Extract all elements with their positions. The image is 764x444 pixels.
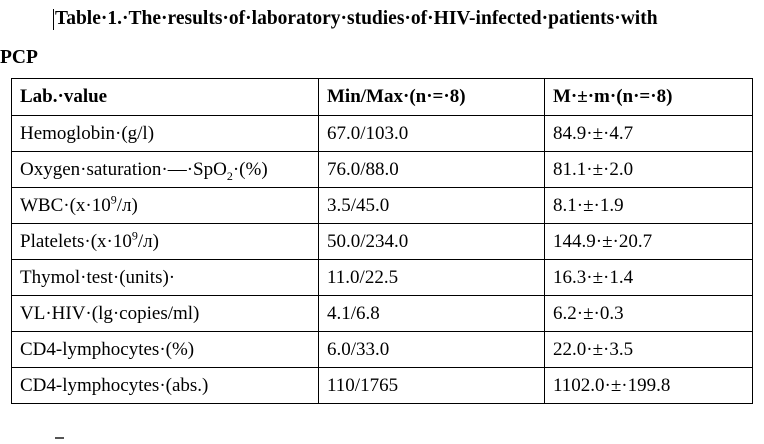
row-label-superscript: 9 [131,228,138,243]
row-label: CD4-lymphocytes·(abs.) [11,367,319,404]
row-label-text: Thymol·test·(units)· [20,266,176,288]
row-label-text: Hemoglobin·(g/l) [20,122,155,144]
row-label: Platelets·(x·109/л) [11,223,319,260]
row-min-max: 67.0/103.0 [318,115,545,152]
table-row: VL·HIV·(lg·copies/ml) 4.1/6.8 6.2·±·0.3 [11,295,753,332]
header-min-max: Min/Max·(n·=·8) [318,78,545,116]
table-row: Oxygen·saturation·—·SpO2·(%) 76.0/88.0 8… [11,151,753,188]
table-row: CD4-lymphocytes·(abs.) 110/1765 1102.0·±… [11,367,753,404]
paragraph-mark-fragment [55,437,64,439]
row-min-max: 50.0/234.0 [318,223,545,260]
row-label-superscript: 9 [110,192,117,207]
row-label-subscript: 2 [226,168,233,183]
row-mean: 84.9·±·4.7 [544,115,753,152]
table-row: Platelets·(x·109/л) 50.0/234.0 144.9·±·2… [11,223,753,260]
row-mean: 144.9·±·20.7 [544,223,753,260]
table-header-row: Lab.·value Min/Max·(n·=·8) M·±·m·(n·=·8) [11,78,753,116]
row-mean: 8.1·±·1.9 [544,187,753,224]
row-min-max: 6.0/33.0 [318,331,545,368]
row-mean: 22.0·±·3.5 [544,331,753,368]
row-mean: 1102.0·±·199.8 [544,367,753,404]
lab-results-table: Lab.·value Min/Max·(n·=·8) M·±·m·(n·=·8)… [11,78,753,404]
table-row: WBC·(x·109/л) 3.5/45.0 8.1·±·1.9 [11,187,753,224]
row-label: Thymol·test·(units)· [11,259,319,296]
table-caption-line-1: Table·1.·The·results·of·laboratory·studi… [55,8,658,29]
row-mean: 16.3·±·1.4 [544,259,753,296]
row-label-text: WBC·(x·10 [20,194,111,216]
row-min-max: 3.5/45.0 [318,187,545,224]
row-label-text: Oxygen·saturation·—·SpO [20,158,227,180]
row-label-text: VL·HIV·(lg·copies/ml) [20,302,200,324]
row-min-max: 4.1/6.8 [318,295,545,332]
row-label: Oxygen·saturation·—·SpO2·(%) [11,151,319,188]
row-label: VL·HIV·(lg·copies/ml) [11,295,319,332]
row-label: CD4-lymphocytes·(%) [11,331,319,368]
table-row: Thymol·test·(units)· 11.0/22.5 16.3·±·1.… [11,259,753,296]
row-min-max: 11.0/22.5 [318,259,545,296]
row-label-text: CD4-lymphocytes·(%) [20,338,195,360]
table-caption-line-2: PCP [0,47,38,68]
row-label-suffix: ·(%) [232,158,268,180]
row-label-suffix: /л) [137,230,159,252]
row-label-suffix: /л) [116,194,138,216]
row-label-text: CD4-lymphocytes·(abs.) [20,374,209,396]
row-mean: 81.1·±·2.0 [544,151,753,188]
text-cursor [53,9,54,30]
row-mean: 6.2·±·0.3 [544,295,753,332]
row-min-max: 110/1765 [318,367,545,404]
table-row: CD4-lymphocytes·(%) 6.0/33.0 22.0·±·3.5 [11,331,753,368]
row-label-text: Platelets·(x·10 [20,230,132,252]
table-row: Hemoglobin·(g/l) 67.0/103.0 84.9·±·4.7 [11,115,753,152]
row-label: Hemoglobin·(g/l) [11,115,319,152]
row-min-max: 76.0/88.0 [318,151,545,188]
header-mean-error: M·±·m·(n·=·8) [544,78,753,116]
row-label: WBC·(x·109/л) [11,187,319,224]
header-lab-value: Lab.·value [11,78,319,116]
